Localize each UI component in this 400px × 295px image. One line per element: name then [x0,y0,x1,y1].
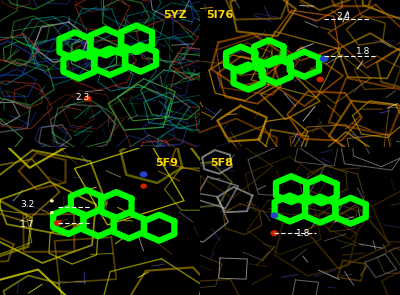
Circle shape [51,212,53,214]
Text: 3.2: 3.2 [20,200,34,209]
Circle shape [141,184,146,188]
Text: 2.3: 2.3 [76,93,90,102]
Circle shape [320,56,328,61]
Circle shape [271,213,278,218]
Text: 1.8: 1.8 [296,229,311,238]
Circle shape [84,96,91,101]
Circle shape [51,200,53,202]
Text: 5YZ: 5YZ [164,10,187,20]
Text: 5I76: 5I76 [206,10,234,20]
Text: 1.8: 1.8 [356,47,370,56]
Text: 5F8: 5F8 [210,158,233,168]
Circle shape [317,77,323,82]
Text: 5F9: 5F9 [156,158,179,168]
Text: 2.4: 2.4 [336,12,350,21]
Circle shape [140,172,147,177]
Text: 1.7: 1.7 [20,220,34,229]
Circle shape [271,231,278,236]
Circle shape [55,221,61,225]
